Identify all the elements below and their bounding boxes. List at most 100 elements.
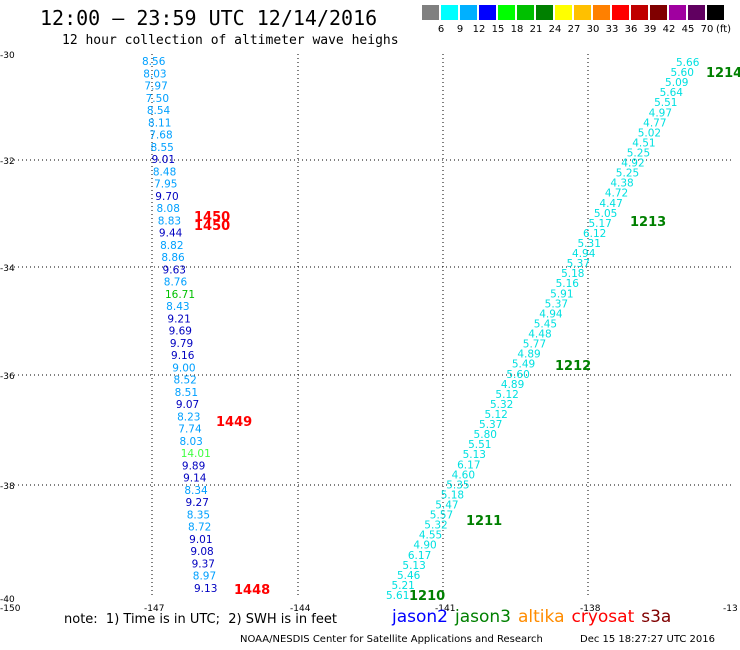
map-title: 12:00 — 23:59 UTC 12/14/2016 <box>40 6 378 30</box>
wave-height-value: 5.45 <box>534 318 557 330</box>
wave-height-value: 5.91 <box>550 288 573 300</box>
lon-tick-label: -144 <box>290 604 311 614</box>
wave-height-value: 9.13 <box>194 583 217 595</box>
wave-height-value: 5.37 <box>567 258 590 270</box>
legend-item-s3a: s3a <box>641 607 672 627</box>
wave-height-value: 9.27 <box>186 497 209 509</box>
map-subtitle: 12 hour collection of altimeter wave hei… <box>62 33 399 48</box>
wave-height-value: 9.79 <box>170 338 193 350</box>
scale-swatch <box>555 5 572 20</box>
wave-height-value: 4.89 <box>517 349 540 361</box>
lon-tick-label: -150 <box>0 604 21 614</box>
scale-label: 9 <box>456 24 464 35</box>
scale-label: 45 <box>681 24 695 35</box>
lat-tick-label: -36 <box>0 372 15 382</box>
wave-height-value: 5.05 <box>594 208 617 220</box>
wave-height-value: 4.97 <box>649 107 672 119</box>
pass-time-label: 1450 <box>194 210 230 225</box>
wave-height-value: 8.56 <box>142 56 166 68</box>
scale-swatch <box>688 5 705 20</box>
track-east: 5.665.605.095.645.514.974.775.024.515.25… <box>386 57 740 604</box>
wave-height-value: 9.01 <box>152 154 175 166</box>
wave-height-value: 8.86 <box>161 252 185 264</box>
scale-label: 70 <box>700 24 714 35</box>
wave-height-value: 4.94 <box>572 248 596 260</box>
scale-swatch <box>631 5 648 20</box>
wave-height-value: 4.92 <box>621 158 644 170</box>
scale-swatch <box>593 5 610 20</box>
scale-swatch <box>707 5 724 20</box>
wave-height-value: 5.02 <box>638 127 661 139</box>
scale-label: 18 <box>510 24 524 35</box>
pass-time-label: 1213 <box>630 215 666 230</box>
wave-height-value: 5.13 <box>463 449 486 461</box>
lat-tick-label: -34 <box>0 264 15 274</box>
wave-height-value: 5.35 <box>446 479 469 491</box>
scale-label: 30 <box>586 24 600 35</box>
lat-tick-label: -38 <box>0 482 15 492</box>
lon-tick-label: -141 <box>435 604 455 614</box>
wave-height-value: 6.17 <box>457 459 480 471</box>
scale-unit: (ft) <box>716 24 732 35</box>
legend-item-jason2: jason2 <box>392 607 448 627</box>
wave-height-value: 4.90 <box>413 540 436 552</box>
wave-height-value: 16.71 <box>165 289 195 301</box>
wave-height-value: 4.55 <box>419 530 442 542</box>
wave-height-value: 4.94 <box>539 308 563 320</box>
wave-height-value: 7.68 <box>149 130 172 142</box>
scale-swatch <box>422 5 439 20</box>
legend-item-jason3: jason3 <box>455 607 511 627</box>
wave-height-value: 8.34 <box>184 485 208 497</box>
wave-height-value: 8.76 <box>164 277 188 289</box>
lon-tick-label: -147 <box>144 604 164 614</box>
wave-height-value: 8.52 <box>173 375 196 387</box>
scale-label: 6 <box>437 24 445 35</box>
scale-swatch <box>517 5 534 20</box>
scale-swatch <box>612 5 629 20</box>
wave-height-value: 5.37 <box>545 298 568 310</box>
wave-height-value: 5.60 <box>506 369 529 381</box>
wave-height-value: 5.77 <box>523 339 546 351</box>
axis-labels: -30 -32 -34 -36 -38 -40-150 -147 -144 -141 -138 -1… <box>0 51 738 614</box>
wave-height-value: 5.64 <box>660 87 684 99</box>
scale-swatch <box>536 5 553 20</box>
wave-height-value: 8.51 <box>175 387 198 399</box>
wave-height-value: 5.31 <box>578 238 601 250</box>
lon-tick-label: -13 <box>723 604 738 614</box>
wave-height-value: 8.72 <box>188 522 211 534</box>
scale-label: 21 <box>529 24 543 35</box>
wave-height-value: 5.57 <box>430 510 453 522</box>
wave-height-value: 4.60 <box>452 469 475 481</box>
wave-height-value: 5.51 <box>654 97 677 109</box>
wave-height-value: 4.72 <box>605 188 628 200</box>
wave-height-value: 5.51 <box>468 439 491 451</box>
wave-height-value: 5.25 <box>627 148 650 160</box>
scale-swatch <box>479 5 496 20</box>
wave-height-value: 5.32 <box>424 520 447 532</box>
wave-height-value: 4.47 <box>599 198 622 210</box>
wave-height-value: 5.16 <box>556 278 580 290</box>
scale-swatch <box>669 5 686 20</box>
scale-label: 33 <box>605 24 619 35</box>
wave-height-value: 6.12 <box>583 228 606 240</box>
wave-height-value: 5.47 <box>435 499 458 511</box>
wave-height-value: 8.11 <box>148 117 171 129</box>
wave-height-value: 9.44 <box>159 228 183 240</box>
wave-height-value: 5.80 <box>474 429 497 441</box>
pass-time-label: 1450 <box>194 219 230 234</box>
wave-height-value: 5.37 <box>479 419 502 431</box>
scale-label: 42 <box>662 24 676 35</box>
scale-label: 15 <box>491 24 505 35</box>
wave-height-value: 4.77 <box>643 117 666 129</box>
wave-height-value: 5.12 <box>495 389 518 401</box>
legend-item-altika: altika <box>518 607 565 627</box>
wave-height-value: 9.70 <box>155 191 178 203</box>
scale-label: 27 <box>567 24 581 35</box>
wave-height-value: 4.48 <box>528 329 551 341</box>
wave-height-value: 8.08 <box>157 203 180 215</box>
wave-height-value: 8.35 <box>187 509 210 521</box>
wave-height-value: 4.89 <box>501 379 524 391</box>
wave-height-value: 8.43 <box>166 301 189 313</box>
lat-tick-label: -30 <box>0 51 15 61</box>
